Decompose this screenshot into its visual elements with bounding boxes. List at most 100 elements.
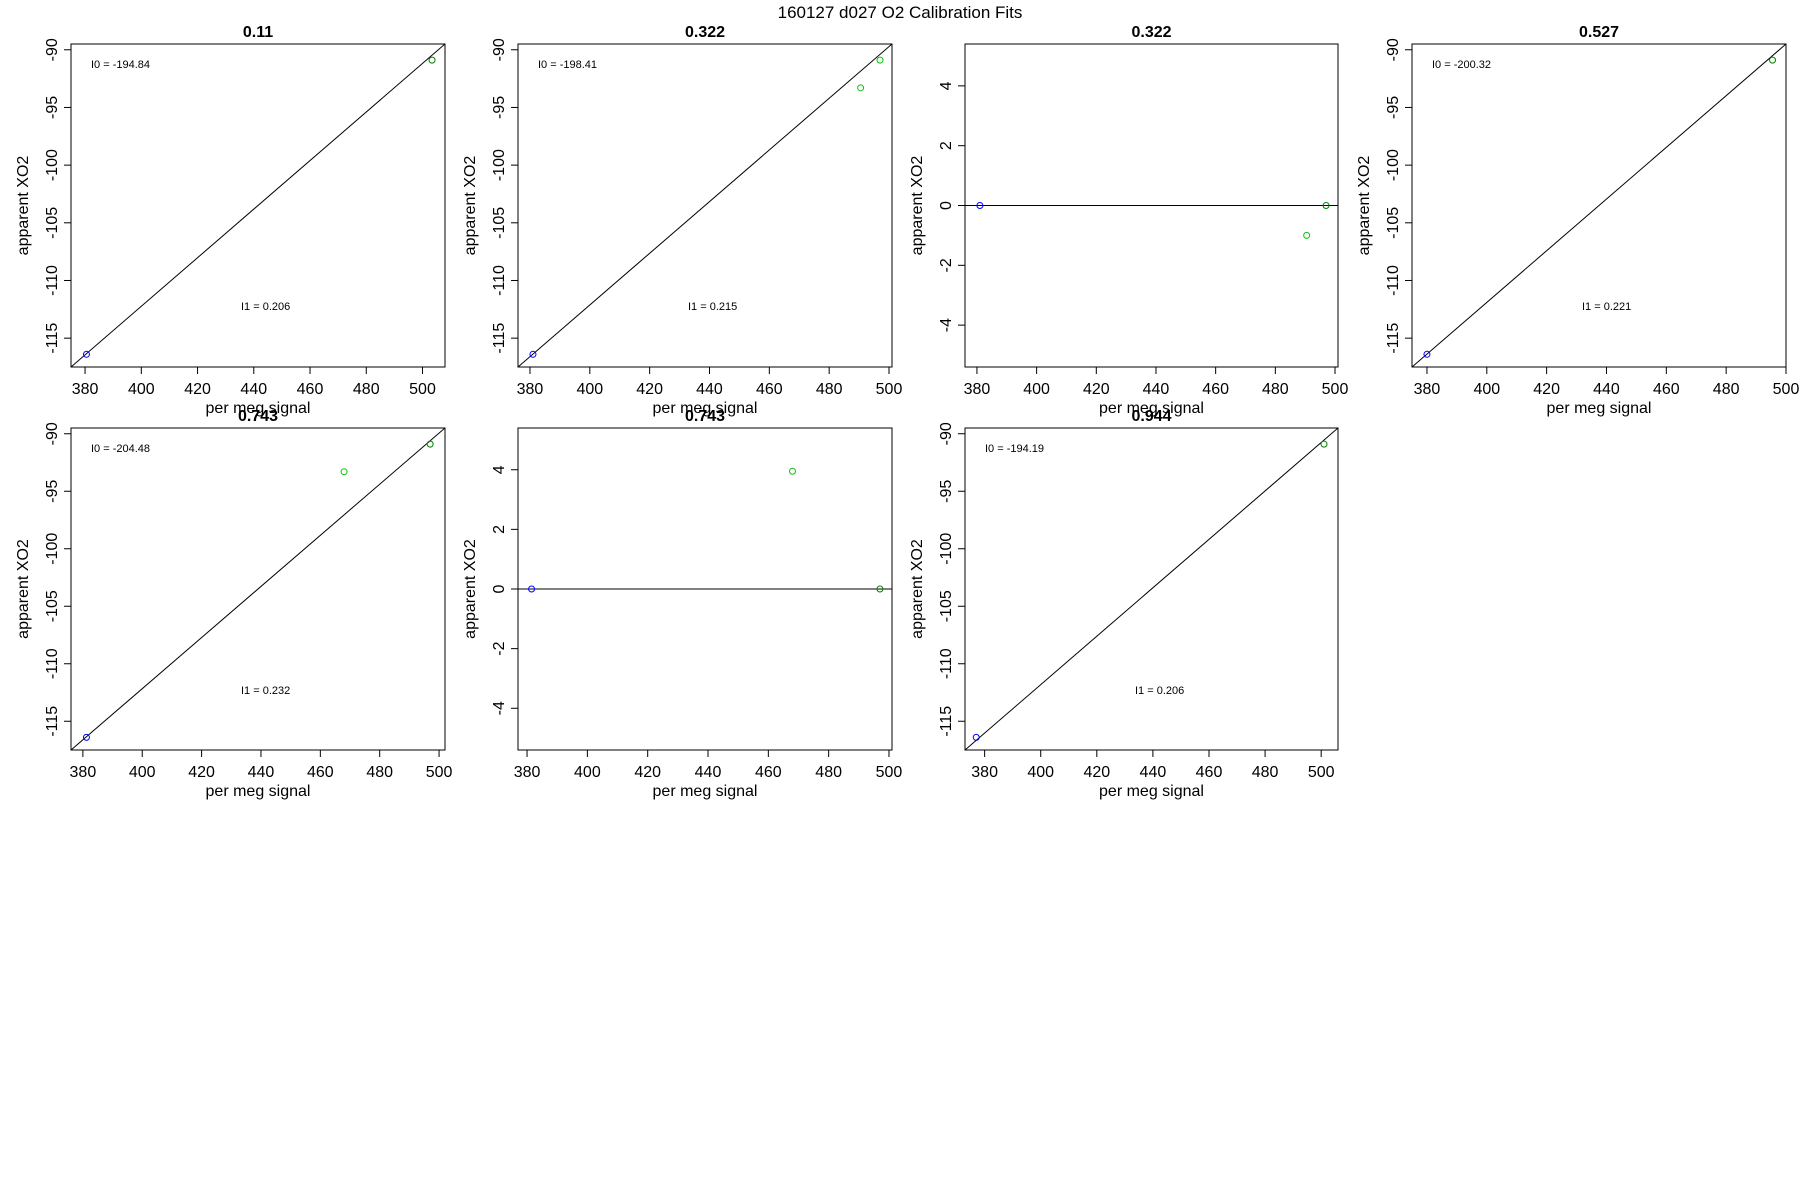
slope-annotation: I1 = 0.232 (241, 685, 290, 697)
x-tick-label: 380 (70, 764, 97, 781)
x-tick-label: 460 (1196, 764, 1223, 781)
y-tick-label: -110 (44, 648, 61, 679)
x-axis-label: per meg signal (206, 783, 311, 800)
figure-title: 160127 d027 O2 Calibration Fits (778, 3, 1023, 22)
y-tick-label: -115 (44, 706, 61, 737)
x-tick-label: 440 (1593, 381, 1620, 398)
y-tick-label: -105 (938, 590, 955, 622)
x-tick-label: 400 (1027, 764, 1054, 781)
y-tick-label: -95 (491, 96, 508, 119)
panel-title: 0.322 (1131, 24, 1171, 41)
x-axis-label: per meg signal (206, 400, 311, 417)
fit-line (1412, 44, 1786, 367)
calibration-panel-2: 380 400 420 440 460 480 500 -115 -110 -105 -100 -95… (462, 24, 902, 417)
x-tick-label: 380 (514, 764, 541, 781)
x-tick-label: 380 (72, 381, 99, 398)
x-axis-label: per meg signal (653, 400, 758, 417)
calibration-panel-4: 380 400 420 440 460 480 500 -115 -110 -105 -100 -95… (1356, 24, 1799, 417)
x-tick-label: 380 (517, 381, 544, 398)
x-tick-label: 420 (188, 764, 215, 781)
data-point-reference (528, 585, 536, 593)
x-tick-label: 480 (366, 764, 393, 781)
y-tick-label: -95 (1385, 96, 1402, 119)
data-point-anchor (428, 56, 436, 64)
calibration-panel-6: 380 400 420 440 460 480 500 -4 -2 0 2 4 0.743 per meg… (462, 408, 902, 800)
y-tick-label: -4 (938, 318, 955, 332)
data-point-standard (340, 468, 348, 476)
y-tick-label: -90 (1385, 38, 1402, 61)
x-tick-label: 500 (876, 764, 903, 781)
y-tick-label: -100 (491, 149, 508, 181)
slope-annotation: I1 = 0.221 (1582, 301, 1631, 313)
x-tick-label: 500 (1308, 764, 1335, 781)
data-point-standard (788, 467, 796, 475)
y-tick-label: 2 (938, 141, 955, 150)
y-tick-label: -2 (491, 641, 508, 655)
x-tick-label: 440 (696, 381, 723, 398)
slope-annotation: I1 = 0.206 (241, 301, 290, 313)
panel-title: 0.11 (243, 24, 273, 41)
y-tick-label: -90 (938, 422, 955, 445)
x-tick-label: 480 (816, 381, 843, 398)
y-tick-label: -95 (938, 480, 955, 503)
data-point-anchor (1322, 202, 1330, 209)
calibration-panel-3: 380 400 420 440 460 480 500 -4 -2 0 2 4 0.322 per meg… (909, 24, 1348, 417)
x-tick-label: 420 (636, 381, 663, 398)
y-tick-label: -105 (1385, 207, 1402, 239)
fit-line (71, 44, 445, 367)
calibration-panel-1: 380 400 420 440 460 480 500 -115 -110 -105 -100 -95… (15, 24, 446, 417)
data-point-reference (529, 350, 537, 358)
x-tick-label: 440 (1140, 764, 1167, 781)
x-tick-label: 400 (576, 381, 603, 398)
x-tick-label: 380 (964, 381, 991, 398)
x-tick-label: 380 (1414, 381, 1441, 398)
data-point-anchor (426, 440, 434, 448)
y-tick-label: -90 (491, 38, 508, 61)
intercept-annotation: I0 = -198.41 (538, 59, 597, 71)
intercept-annotation: I0 = -194.19 (985, 443, 1044, 455)
y-tick-label: -2 (938, 258, 955, 272)
panel-title: 0.743 (238, 408, 278, 425)
x-tick-label: 500 (426, 764, 453, 781)
panel-grid: 380 400 420 440 460 480 500 -115 -110 -105 -100 -95… (15, 24, 1799, 800)
data-point-reference (976, 202, 984, 209)
data-point-reference (1423, 350, 1431, 358)
x-tick-label: 420 (634, 764, 661, 781)
y-tick-label: 2 (491, 525, 508, 534)
x-tick-label: 480 (353, 381, 380, 398)
data-point-standard (1303, 231, 1311, 239)
x-tick-label: 500 (876, 381, 903, 398)
data-point-anchor (1769, 56, 1777, 64)
y-tick-label: -110 (44, 265, 61, 296)
slope-annotation: I1 = 0.206 (1135, 685, 1184, 697)
slope-annotation: I1 = 0.215 (688, 301, 737, 313)
y-tick-label: -100 (938, 533, 955, 565)
plot-frame (70, 427, 446, 751)
x-axis-label: per meg signal (1099, 400, 1204, 417)
x-tick-label: 460 (1653, 381, 1680, 398)
data-point-anchor (876, 585, 884, 593)
y-tick-label: -115 (44, 323, 61, 354)
y-tick-label: -95 (44, 480, 61, 503)
x-tick-label: 460 (756, 381, 783, 398)
x-tick-label: 480 (1252, 764, 1279, 781)
y-tick-label: 0 (938, 201, 955, 210)
x-tick-label: 400 (1023, 381, 1050, 398)
x-tick-label: 480 (815, 764, 842, 781)
x-tick-label: 500 (1322, 381, 1349, 398)
y-axis-label: apparent XO2 (15, 156, 32, 256)
data-point-anchor (1320, 440, 1328, 448)
calibration-panel-5: 380 400 420 440 460 480 500 -115 -110 -105 -100 -95… (15, 408, 453, 800)
x-tick-label: 420 (184, 381, 211, 398)
y-tick-label: 0 (491, 584, 508, 593)
x-tick-label: 420 (1083, 764, 1110, 781)
x-tick-label: 460 (755, 764, 782, 781)
x-tick-label: 380 (971, 764, 998, 781)
y-tick-label: -115 (491, 323, 508, 354)
intercept-annotation: I0 = -194.84 (91, 59, 150, 71)
x-tick-label: 500 (1773, 381, 1800, 398)
x-tick-label: 500 (409, 381, 436, 398)
x-axis-label: per meg signal (653, 783, 758, 800)
x-tick-label: 400 (1473, 381, 1500, 398)
